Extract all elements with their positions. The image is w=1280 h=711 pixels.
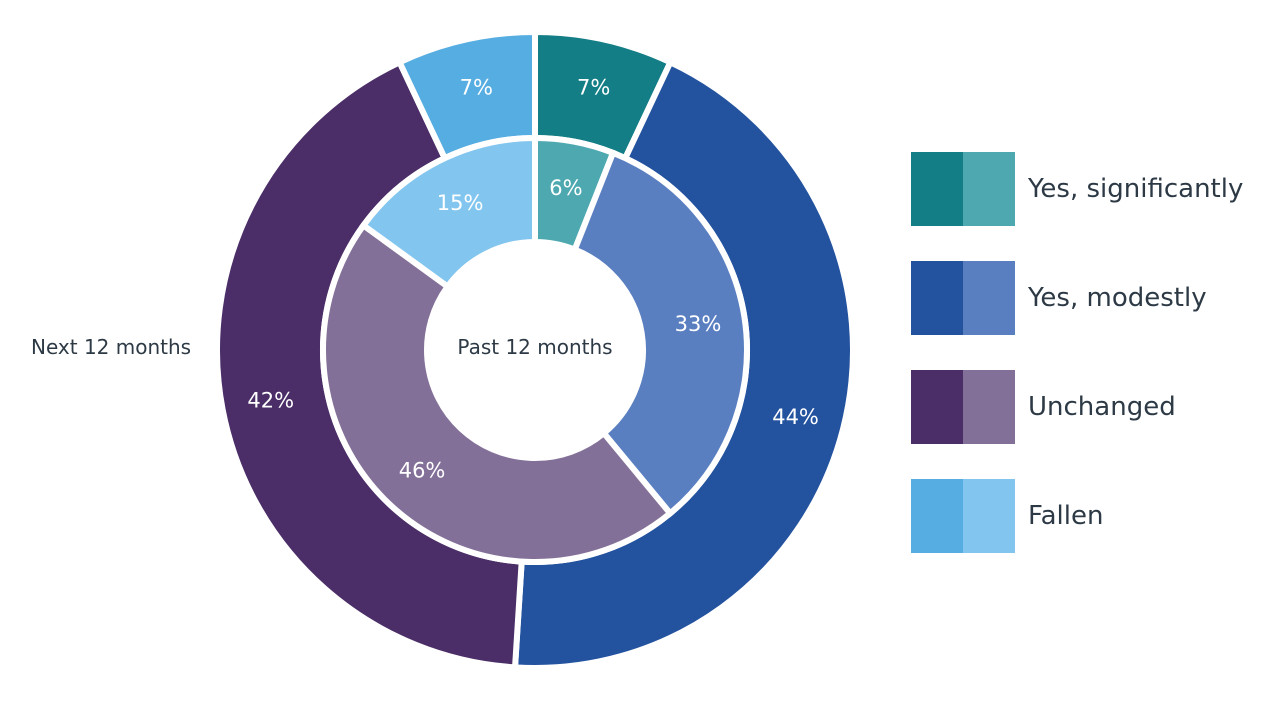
legend-swatch-past [963, 261, 1015, 335]
legend-swatch-next [911, 479, 963, 553]
legend-swatch-past [963, 479, 1015, 553]
legend-swatch-past [963, 370, 1015, 444]
legend-swatch-next [911, 152, 963, 226]
legend-item-yes-significantly: Yes, significantly [911, 152, 1271, 226]
legend-swatch [911, 479, 1015, 553]
donut-center-hole [427, 242, 643, 458]
legend-swatch-next [911, 261, 963, 335]
legend-swatch [911, 152, 1015, 226]
legend: Yes, significantly Yes, modestly Unchang… [911, 152, 1271, 588]
legend-label: Yes, significantly [1028, 174, 1244, 204]
outer-ring-next-12-months [214, 28, 856, 671]
inner-ring-name: Past 12 months [457, 335, 613, 359]
legend-swatch-past [963, 152, 1015, 226]
value-labels: 6% 33% 46% 15% 7% 44% 42% 7% [247, 75, 818, 482]
legend-swatch-next [911, 370, 963, 444]
legend-swatch [911, 370, 1015, 444]
legend-label: Yes, modestly [1028, 283, 1207, 313]
next-value-label-yes-significantly: 7% [577, 75, 610, 99]
legend-label: Fallen [1028, 501, 1104, 531]
outer-ring-name: Next 12 months [31, 335, 192, 359]
past-value-label-yes-modestly: 33% [675, 312, 722, 336]
past-value-label-fallen: 15% [437, 191, 484, 215]
next-value-label-unchanged: 42% [247, 388, 294, 412]
legend-label: Unchanged [1028, 392, 1176, 422]
past-value-label-unchanged: 46% [399, 458, 446, 482]
legend-item-yes-modestly: Yes, modestly [911, 261, 1271, 335]
legend-item-unchanged: Unchanged [911, 370, 1271, 444]
legend-item-fallen: Fallen [911, 479, 1271, 553]
inner-ring-past-12-months [320, 134, 750, 565]
legend-swatch [911, 261, 1015, 335]
donut-chart: 6% 33% 46% 15% 7% 44% 42% 7% [214, 28, 856, 671]
past-value-label-yes-significantly: 6% [549, 176, 582, 200]
next-value-label-fallen: 7% [460, 75, 493, 99]
next-value-label-yes-modestly: 44% [772, 405, 819, 429]
